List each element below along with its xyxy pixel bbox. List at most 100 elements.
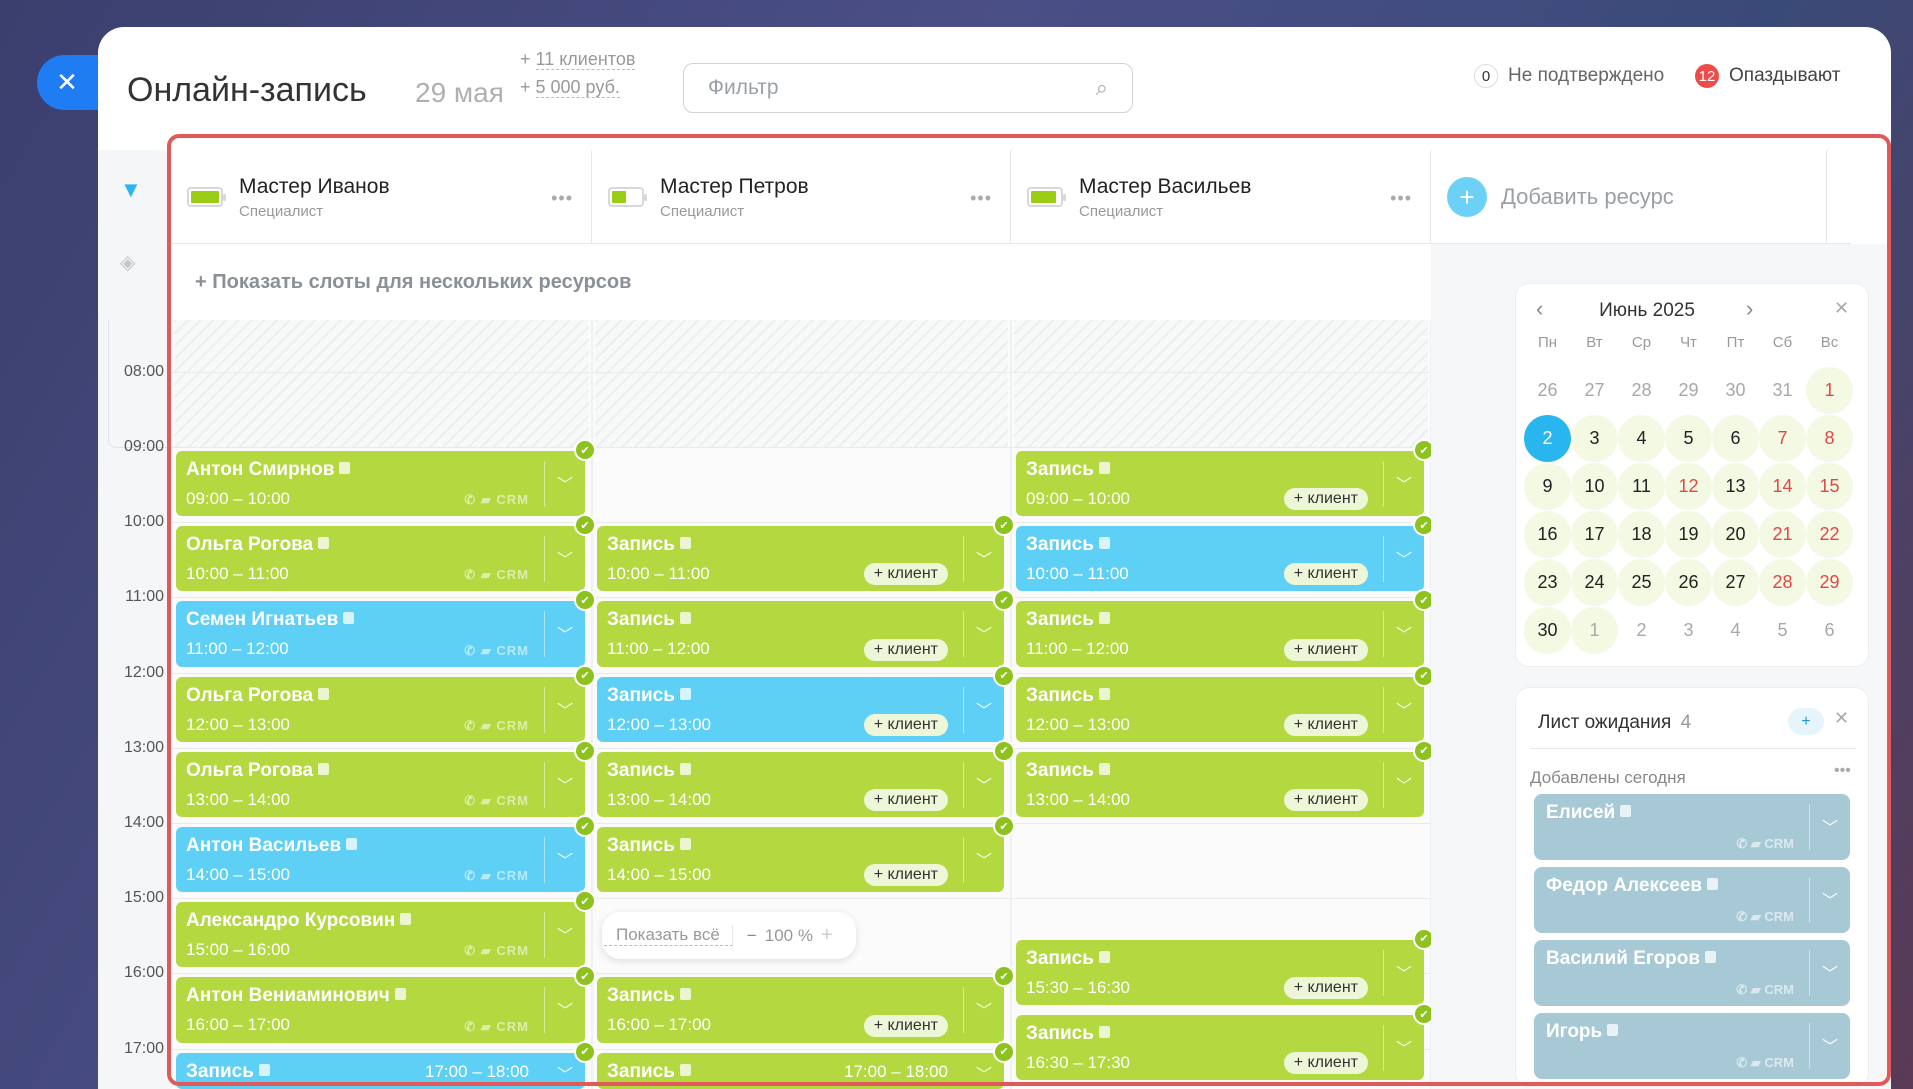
waitlist-item[interactable]: Игорь ✆ ▰ CRM ﹀ <box>1534 1013 1850 1079</box>
calendar-day[interactable]: 5 <box>1777 620 1788 640</box>
appointment-card[interactable]: Запись 12:00 – 13:00 + клиент ﹀ <box>1016 676 1424 742</box>
calendar-day[interactable]: 30 <box>1725 380 1746 400</box>
chevron-down-icon[interactable]: ﹀ <box>1821 966 1838 983</box>
appointment-card[interactable]: Запись 16:30 – 17:30 + клиент ﹀ <box>1016 1015 1424 1081</box>
resource-column-header[interactable]: Мастер Петров Специалист ••• <box>592 150 1011 244</box>
calendar-day[interactable]: 6 <box>1712 415 1759 462</box>
chevron-down-icon[interactable]: ﹀ <box>556 777 573 795</box>
crm-link[interactable]: CRM <box>496 868 529 884</box>
calendar-day[interactable]: 19 <box>1665 511 1712 558</box>
phone-icon[interactable]: ✆ <box>464 792 477 808</box>
calendar-day[interactable]: 3 <box>1683 620 1694 640</box>
next-month-icon[interactable]: › <box>1746 296 1754 321</box>
calendar-day[interactable]: 28 <box>1759 559 1806 606</box>
add-client-button[interactable]: + клиент <box>863 638 948 661</box>
filter-input[interactable]: Фильтр ⌕ <box>683 63 1133 113</box>
calendar-day[interactable]: 11 <box>1618 463 1665 510</box>
chevron-down-icon[interactable]: ﹀ <box>1395 627 1412 645</box>
appointment-card[interactable]: Запись 09:00 – 10:00 + клиент ﹀ <box>1016 451 1424 517</box>
add-client-button[interactable]: + клиент <box>1283 563 1368 586</box>
chevron-down-icon[interactable]: ﹀ <box>1395 552 1412 570</box>
chevron-down-icon[interactable]: ﹀ <box>975 1066 992 1084</box>
calendar-day[interactable]: 2 <box>1524 415 1571 462</box>
add-client-button[interactable]: + клиент <box>1283 488 1368 511</box>
crm-link[interactable]: CRM <box>496 792 529 808</box>
resource-column-header[interactable]: Мастер Иванов Специалист ••• <box>171 150 592 244</box>
phone-icon[interactable]: ✆ <box>464 642 477 658</box>
waitlist-collapse-icon[interactable]: ✕ <box>1834 708 1850 728</box>
chevron-down-icon[interactable]: ﹀ <box>556 1066 573 1084</box>
calendar-day[interactable]: 17 <box>1571 511 1618 558</box>
chevron-down-icon[interactable]: ﹀ <box>1821 820 1838 837</box>
chevron-down-icon[interactable]: ﹀ <box>1395 702 1412 720</box>
appointment-card[interactable]: Семен Игнатьев 11:00 – 12:00 ✆ ▰ CRM ﹀ <box>176 601 585 667</box>
calendar-day[interactable]: 1 <box>1571 607 1618 654</box>
zoom-out-button[interactable]: − <box>746 925 757 945</box>
chevron-down-icon[interactable]: ﹀ <box>556 928 573 946</box>
add-client-button[interactable]: + клиент <box>863 1014 948 1037</box>
chevron-down-icon[interactable]: ﹀ <box>975 627 992 645</box>
resource-column-header[interactable]: Мастер Васильев Специалист ••• <box>1011 150 1431 244</box>
appointment-card[interactable]: Запись 11:00 – 12:00 + клиент ﹀ <box>1016 601 1424 667</box>
chevron-down-icon[interactable]: ﹀ <box>1821 1039 1838 1056</box>
calendar-day[interactable]: 28 <box>1631 380 1652 400</box>
close-button[interactable]: ✕ <box>37 55 107 110</box>
more-icon[interactable]: ••• <box>970 188 992 208</box>
calendar-day[interactable]: 25 <box>1618 559 1665 606</box>
chat-icon[interactable]: ▰ <box>480 492 492 508</box>
calendar-day[interactable]: 31 <box>1772 380 1793 400</box>
add-client-button[interactable]: + клиент <box>863 713 948 736</box>
calendar-day[interactable]: 2 <box>1636 620 1647 640</box>
chevron-down-icon[interactable]: ﹀ <box>975 777 992 795</box>
calendar-day[interactable]: 5 <box>1665 415 1712 462</box>
calendar-day[interactable]: 24 <box>1571 559 1618 606</box>
calendar-day[interactable]: 9 <box>1524 463 1571 510</box>
waitlist-item[interactable]: Елисей ✆ ▰ CRM ﹀ <box>1534 794 1850 860</box>
phone-icon[interactable]: ✆ <box>464 717 477 733</box>
calendar-day[interactable]: 6 <box>1824 620 1835 640</box>
add-client-button[interactable]: + клиент <box>1283 638 1368 661</box>
appointment-card[interactable]: Запись 15:30 – 16:30 + клиент ﹀ <box>1016 939 1424 1005</box>
filter-icon[interactable]: ▼ <box>120 177 142 202</box>
crm-link[interactable]: CRM <box>496 717 529 733</box>
late-filter[interactable]: 12 Опаздывают <box>1695 64 1840 88</box>
chevron-down-icon[interactable]: ﹀ <box>556 552 573 570</box>
appointment-card[interactable]: Запись 17:00 – 18:00 ﹀ <box>176 1052 585 1089</box>
appointment-card[interactable]: Ольга Рогова 10:00 – 11:00 ✆ ▰ CRM ﹀ <box>176 526 585 592</box>
waitlist-item[interactable]: Василий Егоров ✆ ▰ CRM ﹀ <box>1534 940 1850 1006</box>
chat-icon[interactable]: ▰ <box>480 792 492 808</box>
calendar-day[interactable]: 26 <box>1665 559 1712 606</box>
calendar-day[interactable]: 22 <box>1806 511 1853 558</box>
appointment-card[interactable]: Запись 14:00 – 15:00 + клиент ﹀ <box>597 827 1004 893</box>
chevron-down-icon[interactable]: ﹀ <box>975 552 992 570</box>
calendar-day[interactable]: 18 <box>1618 511 1665 558</box>
unconfirmed-filter[interactable]: 0 Не подтверждено <box>1474 64 1664 88</box>
calendar-day[interactable]: 23 <box>1524 559 1571 606</box>
chevron-down-icon[interactable]: ﹀ <box>975 702 992 720</box>
chat-icon[interactable]: ▰ <box>480 868 492 884</box>
chat-icon[interactable]: ▰ <box>480 717 492 733</box>
calendar-day[interactable]: 7 <box>1759 415 1806 462</box>
crm-link[interactable]: CRM <box>1764 909 1794 924</box>
appointment-card[interactable]: Запись 10:00 – 11:00 + клиент ﹀ <box>1016 526 1424 592</box>
calendar-day[interactable]: 15 <box>1806 463 1853 510</box>
layers-icon[interactable]: ◈ <box>120 252 136 274</box>
calendar-day[interactable]: 26 <box>1537 380 1558 400</box>
appointment-card[interactable]: Ольга Рогова 12:00 – 13:00 ✆ ▰ CRM ﹀ <box>176 676 585 742</box>
calendar-day[interactable]: 29 <box>1678 380 1699 400</box>
crm-link[interactable]: CRM <box>496 1018 529 1034</box>
show-all-button[interactable]: Показать всё <box>604 925 733 946</box>
chat-icon[interactable]: ▰ <box>480 642 492 658</box>
calendar-day[interactable]: 10 <box>1571 463 1618 510</box>
chevron-down-icon[interactable]: ﹀ <box>556 853 573 870</box>
add-client-button[interactable]: + клиент <box>1283 788 1368 811</box>
section-more-icon[interactable]: ••• <box>1834 762 1851 779</box>
calendar-day[interactable]: 1 <box>1806 367 1853 414</box>
appointment-card[interactable]: Запись 13:00 – 14:00 + клиент ﹀ <box>597 751 1004 817</box>
show-slots-button[interactable]: + Показать слоты для нескольких ресурсов <box>195 270 632 293</box>
add-client-button[interactable]: + клиент <box>1283 976 1368 999</box>
appointment-card[interactable]: Запись 10:00 – 11:00 + клиент ﹀ <box>597 526 1004 592</box>
add-client-button[interactable]: + клиент <box>1283 713 1368 736</box>
calendar-day[interactable]: 20 <box>1712 511 1759 558</box>
appointment-card[interactable]: Антон Васильев 14:00 – 15:00 ✆ ▰ CRM ﹀ <box>176 827 585 893</box>
